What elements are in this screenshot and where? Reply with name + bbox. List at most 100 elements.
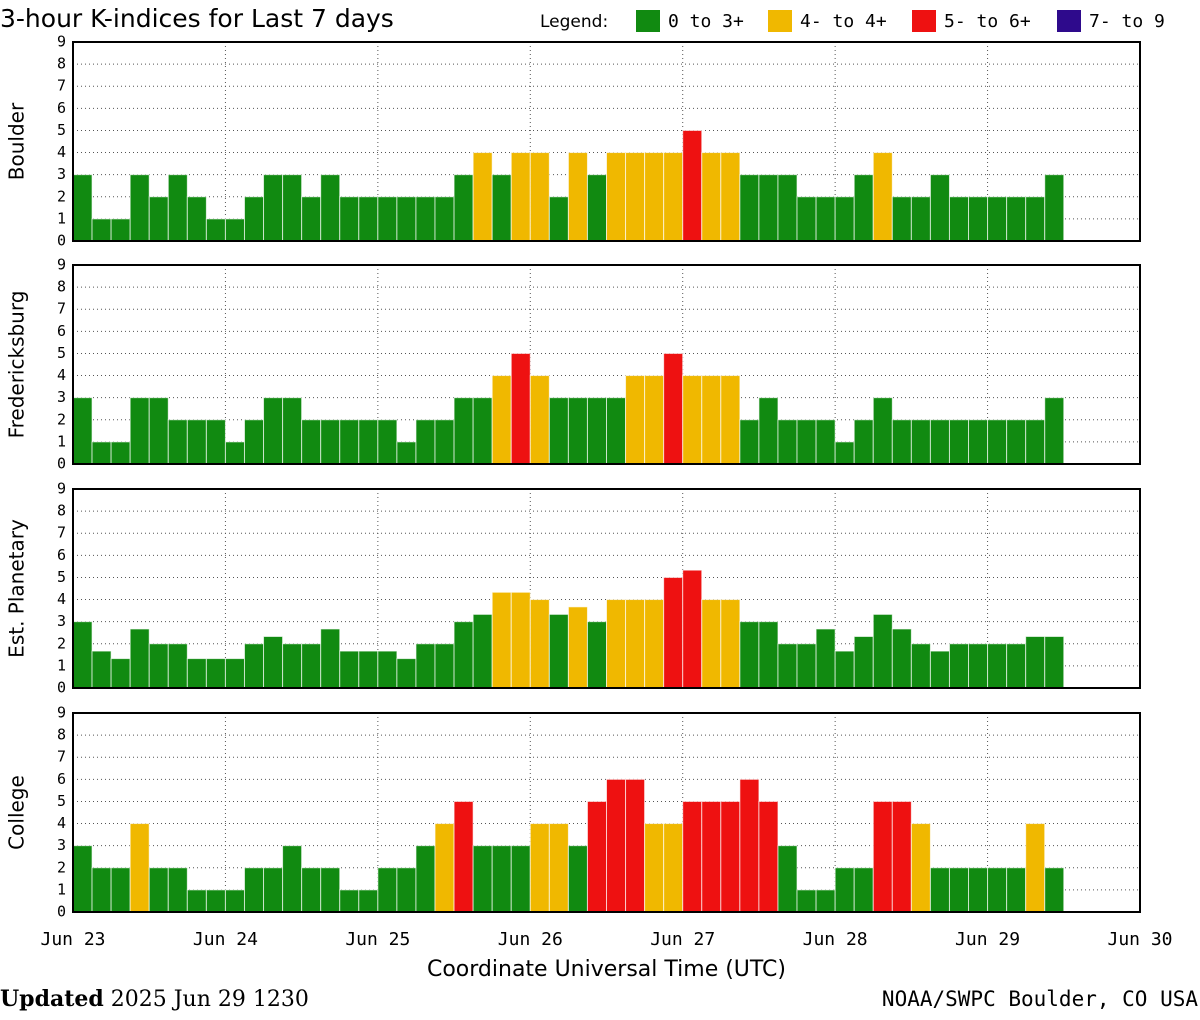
y-tick-label: 3: [57, 165, 66, 183]
bar: [815, 196, 836, 242]
bar: [282, 174, 303, 242]
bar: [396, 441, 417, 465]
y-tick-label: 3: [57, 388, 66, 406]
bar: [701, 152, 722, 242]
bar: [510, 591, 531, 689]
bar: [358, 419, 379, 465]
bar: [263, 397, 284, 465]
bar: [1044, 397, 1065, 465]
bar: [968, 867, 989, 913]
y-tick-label: 7: [57, 300, 66, 318]
bar: [129, 628, 150, 689]
y-tick-label: 3: [57, 612, 66, 630]
plot-frame: [72, 264, 1141, 465]
bar: [339, 419, 360, 465]
y-tick-label: 0: [57, 903, 66, 921]
bar: [129, 174, 150, 242]
bar: [529, 823, 550, 913]
bar: [339, 650, 360, 689]
bar: [606, 599, 627, 689]
bar: [948, 419, 970, 465]
bar: [948, 867, 970, 913]
bar: [701, 800, 722, 913]
bar: [929, 174, 950, 242]
y-tick-label: 6: [57, 322, 66, 340]
bar: [815, 419, 836, 465]
bar: [796, 643, 817, 689]
bar: [1006, 419, 1027, 465]
x-tick-label: Jun 27: [650, 929, 715, 950]
bar: [129, 823, 150, 913]
bar: [301, 867, 322, 913]
bar: [720, 599, 741, 689]
bar: [777, 845, 798, 913]
plot-frame: [72, 41, 1141, 242]
bar: [663, 576, 684, 689]
bar: [72, 845, 93, 913]
bar: [320, 174, 341, 242]
bar: [739, 174, 760, 242]
bar: [625, 599, 646, 689]
bar: [434, 419, 455, 465]
bar: [739, 419, 760, 465]
bar: [644, 375, 665, 465]
bar: [586, 800, 607, 913]
y-axis-label: Boulder: [5, 102, 29, 180]
bar: [224, 441, 245, 465]
bar: [929, 650, 950, 689]
bar: [834, 867, 855, 913]
y-tick-label: 9: [57, 33, 66, 51]
bar: [739, 778, 760, 913]
bar: [872, 397, 893, 465]
bar: [110, 441, 131, 465]
bar: [682, 129, 703, 242]
bar: [948, 643, 970, 689]
bar: [1025, 823, 1046, 913]
bar: [339, 196, 360, 242]
bar: [987, 196, 1008, 242]
bar: [891, 419, 912, 465]
bar: [1044, 867, 1065, 913]
bar: [1044, 635, 1065, 689]
y-tick-label: 2: [57, 410, 66, 428]
bar: [548, 823, 569, 913]
bar: [567, 845, 588, 913]
bar: [263, 635, 284, 689]
source: NOAA/SWPC Boulder, CO USA: [882, 987, 1198, 1011]
legend-swatch: [768, 10, 792, 32]
bar: [796, 419, 817, 465]
bar: [796, 889, 817, 913]
bar: [663, 152, 684, 242]
bar: [186, 889, 207, 913]
bar: [548, 196, 569, 242]
bar: [625, 778, 646, 913]
y-tick-label: 0: [57, 679, 66, 697]
y-tick-label: 4: [57, 366, 66, 384]
bar: [910, 196, 931, 242]
y-tick-label: 7: [57, 524, 66, 542]
bar: [415, 419, 436, 465]
bar: [263, 867, 284, 913]
y-tick-label: 9: [57, 480, 66, 498]
bar: [739, 621, 760, 689]
bar: [682, 375, 703, 465]
bar: [777, 643, 798, 689]
bar: [606, 778, 627, 913]
bar: [282, 643, 303, 689]
y-tick-label: 2: [57, 858, 66, 876]
bar: [377, 867, 398, 913]
bar: [453, 174, 474, 242]
bar: [110, 658, 131, 689]
x-tick-label: Jun 24: [193, 929, 258, 950]
legend-entry: 5- to 6+: [944, 11, 1031, 32]
x-tick-label: Jun 23: [40, 929, 105, 950]
bar: [1006, 196, 1027, 242]
y-tick-label: 5: [57, 792, 66, 810]
bar: [625, 152, 646, 242]
bar: [243, 196, 265, 242]
bar: [796, 196, 817, 242]
bar: [263, 174, 284, 242]
bar: [701, 599, 722, 689]
bar: [910, 823, 931, 913]
